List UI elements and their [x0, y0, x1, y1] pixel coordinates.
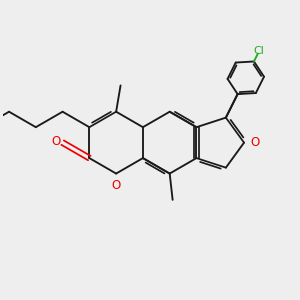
- Text: O: O: [52, 135, 61, 148]
- Text: Cl: Cl: [254, 46, 264, 56]
- Text: O: O: [250, 136, 260, 149]
- Text: O: O: [112, 179, 121, 192]
